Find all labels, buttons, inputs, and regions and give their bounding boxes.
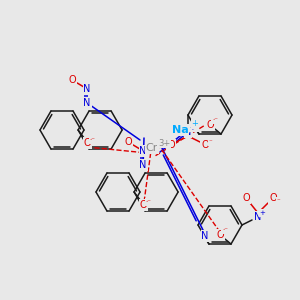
Text: 3+: 3+ bbox=[158, 139, 170, 148]
Text: O: O bbox=[269, 193, 277, 203]
Text: ·⁻: ·⁻ bbox=[222, 227, 228, 233]
Text: O: O bbox=[68, 75, 76, 85]
Text: O: O bbox=[201, 140, 209, 150]
Text: ·⁻: ·⁻ bbox=[89, 137, 95, 143]
Text: ·⁻: ·⁻ bbox=[145, 199, 151, 205]
Text: O: O bbox=[83, 138, 91, 148]
Text: O: O bbox=[216, 230, 224, 240]
Text: +: + bbox=[189, 125, 195, 131]
Text: ⁻: ⁻ bbox=[208, 139, 212, 145]
Text: 3+: 3+ bbox=[158, 139, 170, 148]
Text: N: N bbox=[140, 160, 147, 170]
Text: ⁻: ⁻ bbox=[276, 198, 280, 204]
Text: +: + bbox=[192, 119, 198, 128]
Text: O: O bbox=[242, 193, 250, 203]
Text: ·⁻: ·⁻ bbox=[212, 117, 218, 123]
Text: O: O bbox=[167, 140, 175, 150]
Text: N: N bbox=[83, 84, 91, 94]
Text: Na: Na bbox=[172, 125, 188, 135]
Text: +: + bbox=[259, 210, 265, 216]
Text: O: O bbox=[206, 120, 214, 130]
Text: N: N bbox=[184, 127, 192, 137]
Text: N: N bbox=[83, 98, 91, 108]
Text: N: N bbox=[191, 121, 199, 131]
Text: Na: Na bbox=[172, 125, 188, 135]
Text: N: N bbox=[254, 212, 262, 222]
Text: +: + bbox=[192, 119, 198, 128]
Text: N: N bbox=[201, 231, 209, 241]
Text: O: O bbox=[139, 200, 147, 210]
Text: O: O bbox=[124, 137, 132, 147]
Text: Cr: Cr bbox=[146, 143, 158, 153]
Text: N: N bbox=[140, 146, 147, 156]
Text: Cr: Cr bbox=[146, 143, 158, 153]
